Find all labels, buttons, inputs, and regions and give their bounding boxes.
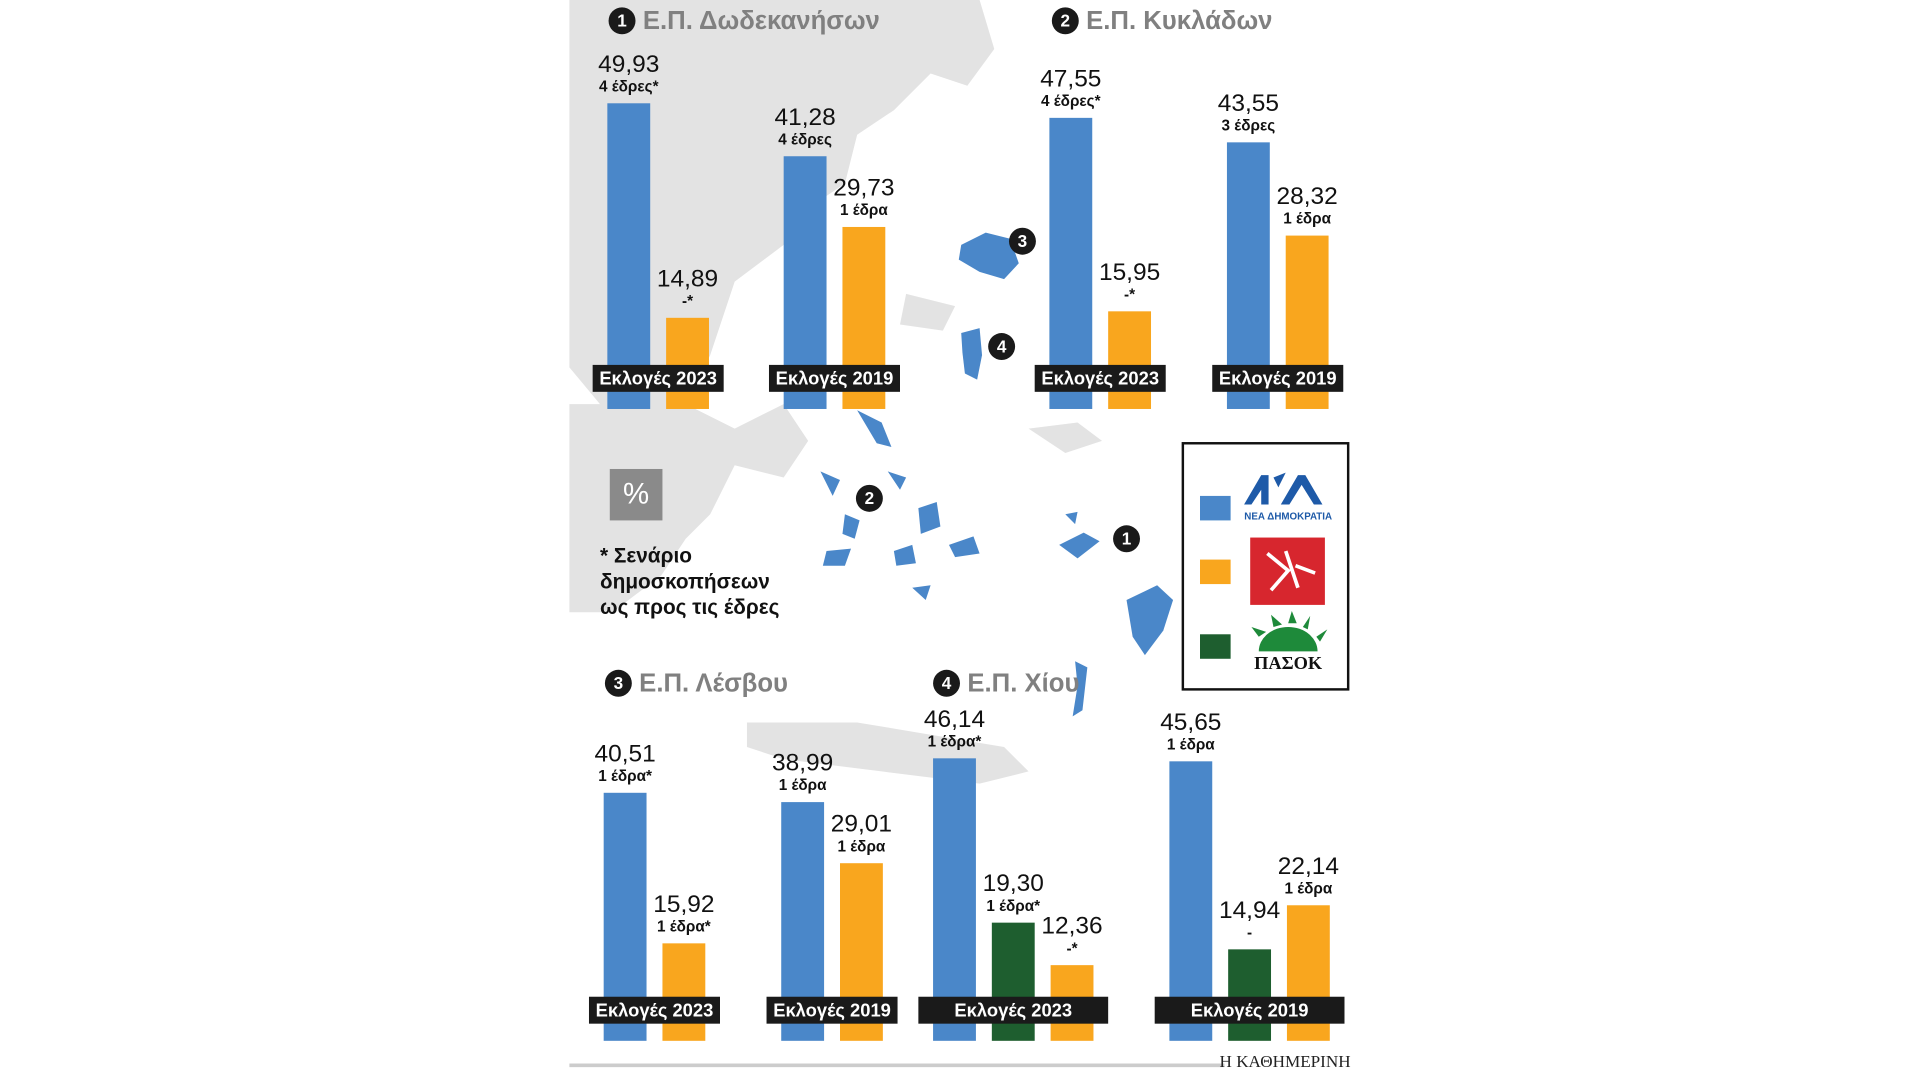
chart-title: Ε.Π. Κυκλάδων: [1086, 7, 1272, 35]
chart-title: Ε.Π. Λέσβου: [639, 669, 788, 697]
footnote-line: δημοσκοπήσεων: [600, 570, 770, 593]
group-label: Εκλογές 2023: [596, 999, 714, 1020]
map-marker-label: 2: [865, 488, 875, 508]
bar: [1226, 142, 1270, 409]
chart-title: Ε.Π. Δωδεκανήσων: [643, 7, 880, 35]
value-label: 14,94: [1219, 897, 1280, 924]
value-label: 47,55: [1040, 65, 1101, 92]
seat-label: 1 έδρα: [779, 777, 827, 794]
value-label: 46,14: [924, 706, 985, 733]
unit-box: [609, 468, 663, 521]
group-label: Εκλογές 2023: [954, 999, 1072, 1020]
footnote-line: ως προς τις έδρες: [600, 596, 779, 619]
bar: [666, 317, 709, 409]
title-number: 3: [614, 673, 624, 693]
bar: [1228, 949, 1272, 1041]
legend: ΝΕΑ ΔΗΜΟΚΡΑΤΙΑ ΠΑΣΟΚ: [1200, 495, 1332, 673]
legend-swatch: [1200, 634, 1231, 659]
seat-label: 1 έδρα: [1284, 880, 1332, 897]
value-label: 15,95: [1099, 259, 1160, 286]
value-label: 29,01: [831, 811, 892, 838]
bar: [1108, 311, 1152, 409]
group-label-box: [768, 364, 900, 392]
group-label: Εκλογές 2019: [773, 999, 891, 1020]
group-label-box: [588, 996, 720, 1024]
title-marker: [604, 669, 632, 697]
bar: [1169, 761, 1213, 1041]
seat-label: 1 έδρα: [840, 202, 888, 219]
value-label: 49,93: [598, 51, 659, 78]
seat-label: 1 έδρα: [838, 838, 886, 855]
seat-label: 1 έδρα: [1167, 736, 1215, 753]
legend-swatch: [1200, 559, 1231, 585]
map-marker-label: 1: [1122, 529, 1132, 549]
bar: [662, 943, 706, 1041]
title-marker: [1051, 7, 1079, 35]
value-label: 14,89: [657, 265, 718, 292]
value-label: 38,99: [772, 750, 833, 777]
value-label: 28,32: [1277, 183, 1338, 210]
seat-label: -*: [1067, 940, 1078, 957]
seat-label: -*: [1124, 286, 1135, 303]
map-marker: [855, 484, 883, 512]
group-label-box: [766, 996, 898, 1024]
group-label: Εκλογές 2019: [1219, 367, 1337, 388]
map-marker-label: 4: [997, 336, 1007, 356]
map: [569, 0, 1103, 784]
title-marker: [608, 7, 636, 35]
seat-label: 4 έδρες*: [599, 78, 659, 95]
seat-label: -: [1247, 924, 1252, 941]
syriza-mark: [1266, 550, 1316, 592]
group-label: Εκλογές 2023: [599, 367, 717, 388]
seat-label: 3 έδρες: [1222, 117, 1276, 134]
map-marker: [1113, 525, 1140, 553]
seat-label: 1 έδρα*: [928, 733, 982, 750]
islands: [820, 232, 1174, 717]
seat-label: -*: [682, 293, 693, 310]
value-label: 29,73: [833, 174, 894, 201]
group-label-box: [592, 364, 724, 392]
group-label-box: [918, 996, 1109, 1024]
seat-label: 4 έδρες: [778, 131, 832, 148]
source: Η ΚΑΘΗΜΕΡΙΝΗ: [1220, 1052, 1351, 1071]
bar: [933, 758, 976, 1041]
value-label: 40,51: [594, 740, 655, 767]
map-marker-label: 3: [1018, 231, 1028, 251]
value-label: 12,36: [1041, 913, 1102, 940]
title-number: 2: [1061, 11, 1071, 31]
value-label: 22,14: [1278, 853, 1339, 880]
footnote-line: * Σενάριο: [600, 545, 692, 568]
group-label: Εκλογές 2019: [1191, 999, 1309, 1020]
bar: [607, 103, 651, 409]
seat-label: 1 έδρα*: [598, 768, 652, 785]
seat-label: 1 έδρα*: [657, 918, 711, 935]
group-label-box: [1034, 364, 1166, 392]
map-marker: [1008, 227, 1036, 255]
bar: [1049, 117, 1093, 409]
value-label: 15,92: [653, 891, 714, 918]
pasok-logo: [1251, 611, 1328, 652]
title-number: 4: [942, 673, 952, 693]
group-label-box: [1154, 996, 1345, 1024]
seat-label: 1 έδρα*: [986, 898, 1040, 915]
title-marker: [933, 669, 960, 697]
legend-swatch: [1200, 495, 1231, 521]
title-number: 1: [617, 11, 627, 31]
legend-label: ΝΕΑ ΔΗΜΟΚΡΑΤΙΑ: [1244, 511, 1332, 522]
value-label: 43,55: [1218, 90, 1279, 117]
unit: %: [623, 478, 649, 511]
group-label-box: [1212, 364, 1344, 392]
value-label: 19,30: [983, 870, 1044, 897]
value-label: 45,65: [1160, 709, 1221, 736]
seat-label: 4 έδρες*: [1041, 93, 1101, 110]
chart-title: Ε.Π. Χίου: [967, 669, 1079, 697]
map-marker: [988, 333, 1016, 360]
group-label: Εκλογές 2019: [776, 367, 894, 388]
seat-label: 1 έδρα: [1283, 211, 1331, 228]
group-label: Εκλογές 2023: [1041, 367, 1159, 388]
value-label: 41,28: [774, 104, 835, 131]
legend-label: ΠΑΣΟΚ: [1254, 653, 1323, 673]
